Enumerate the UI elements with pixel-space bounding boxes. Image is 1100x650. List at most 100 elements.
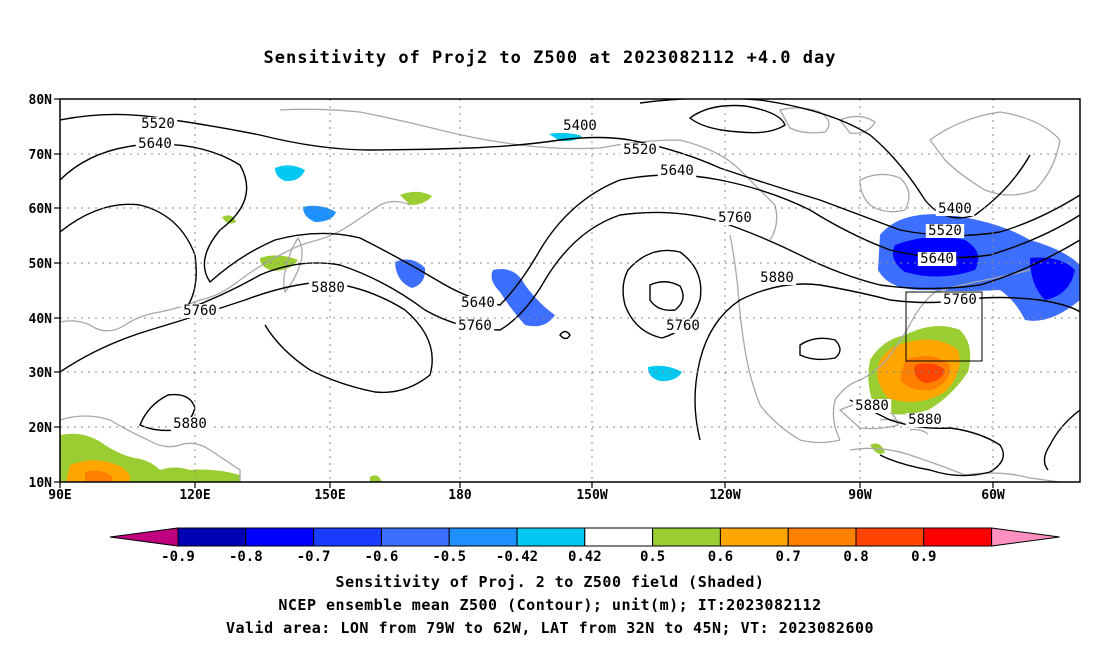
asia-coast	[60, 200, 411, 332]
negative-sensitivity-area	[275, 165, 305, 182]
footer-line-3: Valid area: LON from 79W to 62W, LAT fro…	[225, 619, 875, 637]
contour-label-bg	[180, 304, 220, 318]
contour-label-bg	[458, 296, 498, 310]
colorbar-tick-label: -0.9	[161, 549, 195, 565]
colorbar-box	[652, 527, 721, 547]
colorbar-tick-label: 0.42	[568, 549, 602, 565]
contour-5760-pacific-small	[559, 330, 571, 340]
positive-sensitivity-area	[400, 191, 432, 205]
contour-label: 5760	[183, 303, 217, 319]
footer-line-2: NCEP ensemble mean Z500 (Contour); unit(…	[278, 596, 822, 614]
colorbar-tick-label: -0.5	[432, 549, 466, 565]
colorbar-tick-label: -0.7	[297, 549, 331, 565]
contour-label-bg	[940, 293, 980, 307]
north-america-east-coast	[832, 269, 1031, 441]
colorbar-tick-label: -0.8	[229, 549, 263, 565]
contour-label-bg	[935, 202, 975, 216]
siberia-coast	[279, 108, 521, 146]
colorbar-box	[719, 527, 789, 547]
contour-label-bg	[455, 319, 495, 333]
contour-label-bg	[620, 143, 660, 157]
contour-label: 5640	[920, 251, 954, 267]
contour-label-bg	[657, 164, 697, 178]
contour-label-bg	[135, 137, 175, 151]
contour-5880-east	[694, 283, 1080, 441]
contour-label-bg	[715, 211, 755, 225]
colorbar-tick-label: 0.8	[843, 549, 868, 565]
contour-5400-high	[688, 104, 786, 134]
lat-label: 40N	[29, 312, 53, 327]
contour-label-bg	[757, 271, 797, 285]
contour-label: 5880	[760, 270, 794, 286]
japan-coast	[283, 236, 303, 294]
contour-label-bg	[560, 119, 600, 133]
plot-frame	[59, 98, 1081, 483]
colorbar-box	[448, 527, 518, 547]
colorbar-box	[923, 527, 993, 547]
lat-label: 30N	[29, 366, 53, 381]
contour-label: 5760	[458, 318, 492, 334]
lon-label: 90E	[48, 488, 71, 503]
lon-label: 120W	[709, 488, 740, 503]
contour-5400-arctic	[639, 99, 1031, 219]
map-title: Sensitivity of Proj2 to Z500 at 20230821…	[263, 48, 837, 68]
contour-label-bg	[170, 417, 210, 431]
negative-sensitivity-area	[303, 205, 336, 222]
contour-5880-gulf	[849, 399, 1004, 477]
lat-label: 50N	[29, 257, 53, 272]
contour-label: 5640	[660, 163, 694, 179]
hudson-bay	[859, 173, 910, 213]
contour-label-bg	[925, 224, 965, 238]
lon-label: 90W	[848, 488, 872, 503]
contour-label-bg	[905, 413, 945, 427]
coastlines	[60, 107, 1061, 482]
colorbar-tick-label: 0.7	[776, 549, 801, 565]
lat-label: 10N	[29, 476, 53, 491]
contour-label: 5520	[141, 116, 175, 132]
contour-label-bg	[852, 399, 892, 413]
colorbar-box	[380, 527, 450, 547]
colorbar: -0.9 -0.8 -0.7 -0.6 -0.5 -0.42 0.42 0.5 0.6 0.7 0.…	[109, 527, 1060, 565]
alaska-coast	[519, 139, 778, 241]
lon-label: 180	[448, 488, 472, 503]
colorbar-tick-label: 0.9	[911, 549, 936, 565]
caribbean-islands	[879, 418, 929, 435]
colorbar-tick-label: -0.6	[365, 549, 399, 565]
contour-label: 5760	[666, 318, 700, 334]
contour-label: 5520	[623, 142, 657, 158]
negative-sensitivity-area	[648, 365, 682, 382]
grid-lines	[60, 99, 1080, 482]
colorbar-box	[584, 527, 654, 547]
negative-sensitivity-area	[395, 259, 426, 288]
contour-label: 5640	[461, 295, 495, 311]
contour-label: 5400	[938, 201, 972, 217]
contour-label-bg	[917, 252, 957, 266]
lon-label: 150W	[576, 488, 607, 503]
footer-line-1: Sensitivity of Proj. 2 to Z500 field (Sh…	[335, 573, 765, 591]
contour-5880-pacific	[799, 337, 841, 361]
contour-5520	[60, 113, 1080, 237]
contour-5880-south	[1043, 409, 1080, 471]
contour-label: 5520	[928, 223, 962, 239]
lat-label: 80N	[29, 93, 53, 108]
contour-label-bg	[663, 319, 703, 333]
contour-label: 5880	[855, 398, 889, 414]
lat-label: 70N	[29, 148, 53, 163]
contour-label: 5640	[138, 136, 172, 152]
lat-label: 60N	[29, 202, 53, 217]
contour-label: 5400	[563, 118, 597, 134]
valid-area-box	[905, 291, 983, 362]
contour-label: 5880	[311, 280, 345, 296]
contour-label: 5760	[718, 210, 752, 226]
north-america-west-coast	[729, 234, 841, 444]
lon-label: 60W	[981, 488, 1005, 503]
positive-sensitivity-area	[85, 470, 112, 482]
colorbar-box	[177, 527, 247, 547]
contour-label: 5880	[173, 416, 207, 432]
contour-label-bg	[138, 117, 178, 131]
contour-5880	[60, 281, 433, 394]
contour-5640-low	[649, 281, 684, 311]
